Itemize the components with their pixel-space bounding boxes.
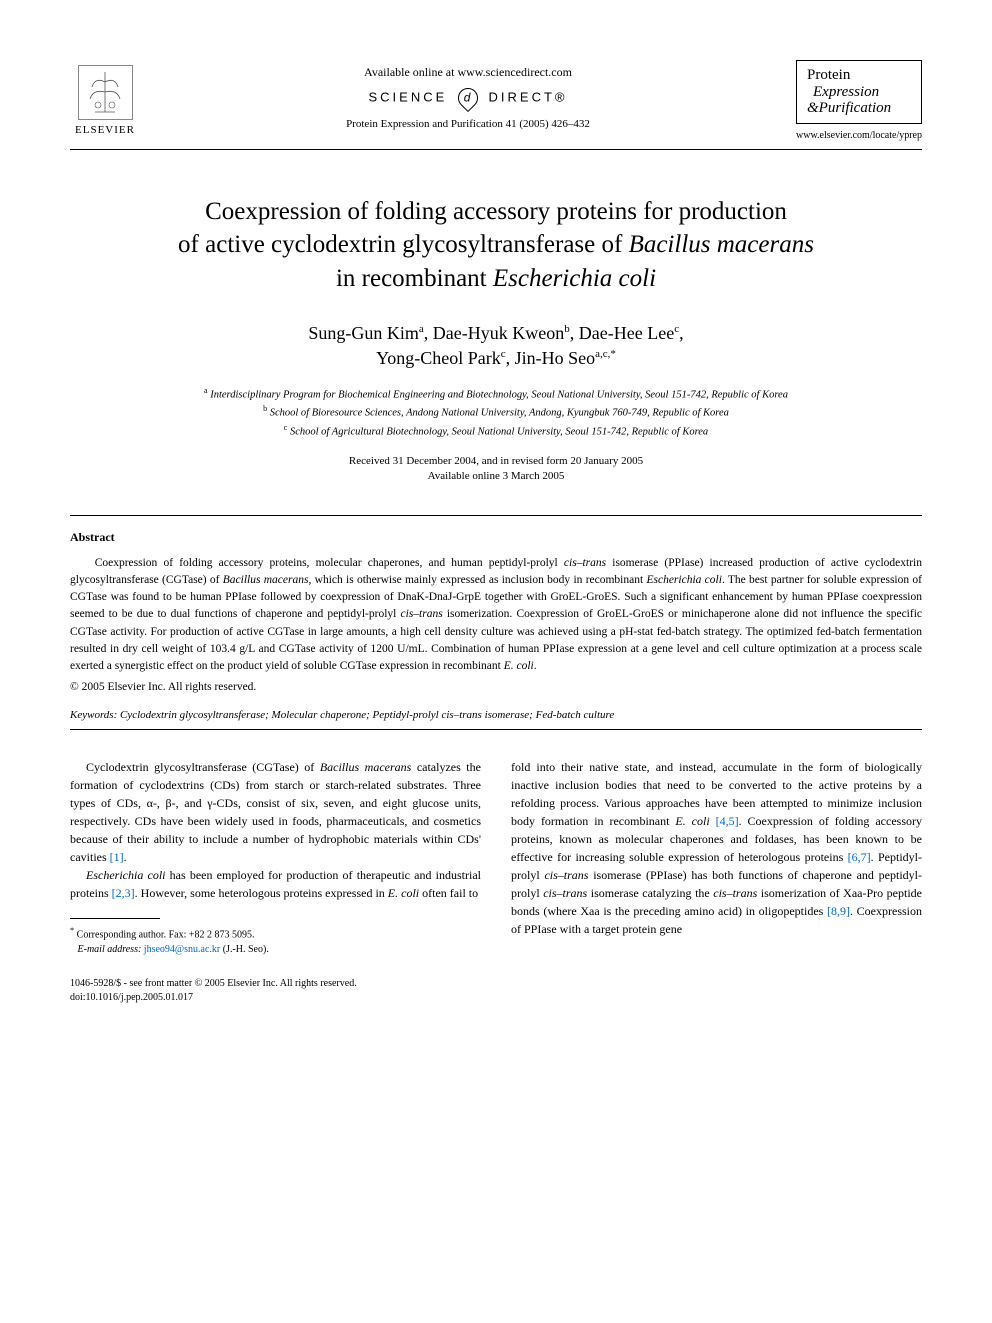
- corr-text: Corresponding author. Fax: +82 2 873 509…: [74, 930, 254, 941]
- corresponding-author-footnote: * Corresponding author. Fax: +82 2 873 5…: [70, 925, 481, 956]
- body-columns: Cyclodextrin glycosyltransferase (CGTase…: [70, 758, 922, 1004]
- ref-67[interactable]: [6,7]: [848, 850, 871, 864]
- footer-line1: 1046-5928/$ - see front matter © 2005 El…: [70, 978, 357, 989]
- affiliations: a Interdisciplinary Program for Biochemi…: [70, 385, 922, 440]
- sciencedirect-right: DIRECT®: [489, 89, 568, 104]
- lp1c: catalyzes the formation of cyclodextrins…: [70, 760, 481, 864]
- keywords-italic: cis–trans: [441, 709, 481, 721]
- title-line2a: of active cyclodextrin glycosyltransfera…: [178, 231, 629, 258]
- affil-b: School of Bioresource Sciences, Andong N…: [270, 408, 729, 419]
- abs-i3: Escherichia coli: [646, 574, 721, 586]
- left-para-1: Cyclodextrin glycosyltransferase (CGTase…: [70, 758, 481, 866]
- lp1d: .: [124, 850, 127, 864]
- author-3: Dae-Hee Lee: [579, 323, 674, 343]
- ref-45[interactable]: [4,5]: [716, 814, 739, 828]
- available-date: Available online 3 March 2005: [428, 470, 565, 482]
- corresponding-email[interactable]: jhseo94@snu.ac.kr: [144, 944, 220, 955]
- footnote-separator: [70, 918, 160, 919]
- affil-c: School of Agricultural Biotechnology, Se…: [290, 426, 708, 437]
- abstract-body: Coexpression of folding accessory protei…: [70, 555, 922, 676]
- ref-89[interactable]: [8,9]: [827, 904, 850, 918]
- lp2e: often fail to: [419, 886, 478, 900]
- journal-title-line2: Expression: [807, 84, 911, 101]
- sciencedirect-icon: [454, 84, 482, 112]
- lp2c: . However, some heterologous proteins ex…: [135, 886, 388, 900]
- right-para-1: fold into their native state, and instea…: [511, 758, 922, 938]
- lp1b: Bacillus macerans: [320, 760, 412, 774]
- elsevier-logo: ELSEVIER: [70, 60, 140, 140]
- elsevier-tree-icon: [78, 65, 133, 120]
- affil-a-sup: a: [204, 386, 208, 395]
- journal-title-line1: Protein: [807, 67, 911, 84]
- author-5-sup: a,c,*: [595, 348, 616, 360]
- rp1j: cis–trans: [713, 886, 757, 900]
- abstract-heading: Abstract: [70, 530, 922, 545]
- author-5: Jin-Ho Seo: [515, 348, 596, 368]
- author-3-sup: c: [674, 323, 679, 335]
- rp1f: cis–trans: [544, 868, 588, 882]
- author-1: Sung-Gun Kim: [308, 323, 419, 343]
- sciencedirect-left: SCIENCE: [369, 89, 448, 104]
- rp1b: E. coli: [675, 814, 709, 828]
- footer-doi: doi:10.1016/j.pep.2005.01.017: [70, 992, 193, 1003]
- sciencedirect-brand: SCIENCE DIRECT®: [140, 88, 796, 108]
- keywords-text-c: isomerase; Fed-batch culture: [482, 709, 614, 721]
- footer-info: 1046-5928/$ - see front matter © 2005 El…: [70, 977, 481, 1005]
- rp1h: cis–trans: [543, 886, 587, 900]
- header-center: Available online at www.sciencedirect.co…: [140, 60, 796, 130]
- lp2a: Escherichia coli: [86, 868, 166, 882]
- abs-t3: , which is otherwise mainly expressed as…: [308, 574, 646, 586]
- email-label: E-mail address:: [78, 944, 142, 955]
- affil-b-sup: b: [263, 404, 267, 413]
- author-4: Yong-Cheol Park: [376, 348, 501, 368]
- abs-i5: E. coli: [504, 660, 534, 672]
- article-title: Coexpression of folding accessory protei…: [90, 195, 902, 296]
- abstract-copyright: © 2005 Elsevier Inc. All rights reserved…: [70, 681, 922, 693]
- title-species1: Bacillus macerans: [629, 231, 814, 258]
- elsevier-publisher-name: ELSEVIER: [75, 124, 135, 136]
- author-list: Sung-Gun Kima, Dae-Hyuk Kweonb, Dae-Hee …: [70, 321, 922, 371]
- ref-1[interactable]: [1]: [110, 850, 124, 864]
- keywords-bottom-rule: [70, 729, 922, 730]
- ref-23[interactable]: [2,3]: [112, 886, 135, 900]
- keywords-text-a: Cyclodextrin glycosyltransferase; Molecu…: [117, 709, 441, 721]
- abs-i4: cis–trans: [401, 608, 443, 620]
- rp1i: isomerase catalyzing the: [587, 886, 713, 900]
- abs-i2: Bacillus macerans: [223, 574, 309, 586]
- header-rule: [70, 149, 922, 150]
- journal-url: www.elsevier.com/locate/yprep: [796, 130, 922, 141]
- author-2: Dae-Hyuk Kweon: [433, 323, 564, 343]
- abstract-top-rule: [70, 515, 922, 516]
- abs-t6: .: [534, 660, 537, 672]
- received-date: Received 31 December 2004, and in revise…: [349, 455, 643, 467]
- lp2d: E. coli: [388, 886, 419, 900]
- title-line1: Coexpression of folding accessory protei…: [205, 198, 787, 225]
- keywords-line: Keywords: Cyclodextrin glycosyltransfera…: [70, 709, 922, 721]
- author-1-sup: a: [419, 323, 424, 335]
- title-species2: Escherichia coli: [493, 265, 656, 292]
- author-2-sup: b: [564, 323, 570, 335]
- available-online-text: Available online at www.sciencedirect.co…: [140, 65, 796, 80]
- affil-c-sup: c: [284, 423, 288, 432]
- affil-a: Interdisciplinary Program for Biochemica…: [210, 390, 788, 401]
- email-suffix: (J.-H. Seo).: [220, 944, 269, 955]
- abs-i1: cis–trans: [564, 557, 606, 569]
- journal-title-line3: &Purification: [807, 100, 911, 117]
- journal-logo-block: Protein Expression &Purification www.els…: [796, 60, 922, 141]
- journal-citation: Protein Expression and Purification 41 (…: [140, 118, 796, 130]
- author-4-sup: c: [501, 348, 506, 360]
- journal-title-box: Protein Expression &Purification: [796, 60, 922, 124]
- title-line3a: in recombinant: [336, 265, 493, 292]
- lp1a: Cyclodextrin glycosyltransferase (CGTase…: [86, 760, 320, 774]
- abs-t1: Coexpression of folding accessory protei…: [95, 557, 564, 569]
- left-para-2: Escherichia coli has been employed for p…: [70, 866, 481, 902]
- article-dates: Received 31 December 2004, and in revise…: [70, 454, 922, 485]
- header-row: ELSEVIER Available online at www.science…: [70, 60, 922, 141]
- left-column: Cyclodextrin glycosyltransferase (CGTase…: [70, 758, 481, 1004]
- right-column: fold into their native state, and instea…: [511, 758, 922, 1004]
- keywords-label: Keywords:: [70, 709, 117, 721]
